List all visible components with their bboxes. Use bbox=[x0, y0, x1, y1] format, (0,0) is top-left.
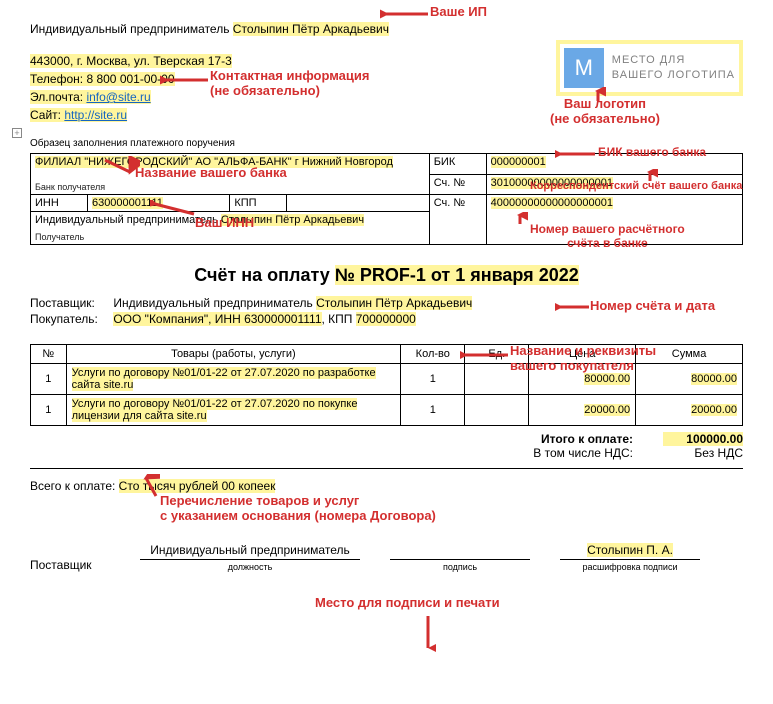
total-words: Всего к оплате: Сто тысяч рублей 00 копе… bbox=[30, 479, 743, 493]
bank-table: ФИЛИАЛ "НИЖЕГОРОДСКИЙ" АО "АЛЬФА-БАНК" г… bbox=[30, 153, 743, 245]
korr-value: 30100000000000000001 bbox=[491, 177, 613, 189]
buyer-row: Покупатель: ООО "Компания", ИНН 63000000… bbox=[30, 312, 743, 326]
ip-line: Индивидуальный предприниматель Столыпин … bbox=[30, 22, 743, 36]
rs-value: 40000000000000000001 bbox=[491, 197, 613, 209]
totals: Итого к оплате: 100000.00 В том числе НД… bbox=[30, 432, 743, 460]
ann-sign: Место для подписи и печати bbox=[315, 595, 500, 610]
ann-items: Перечисление товаров и услуг с указанием… bbox=[160, 493, 436, 523]
arrow-icon bbox=[380, 6, 430, 22]
items-table: № Товары (работы, услуги) Кол-во Ед. Цен… bbox=[30, 344, 743, 426]
inn-label: ИНН bbox=[31, 195, 88, 212]
arrow-icon bbox=[420, 614, 436, 654]
recipient-name: Столыпин Пётр Аркадьевич bbox=[221, 214, 364, 226]
bank-recipient-label: Банк получателя bbox=[35, 182, 425, 192]
table-row: 1Услуги по договору №01/01-22 от 27.07.2… bbox=[31, 364, 743, 395]
kpp-label: КПП bbox=[230, 195, 287, 212]
sample-caption: Образец заполнения платежного поручения bbox=[30, 138, 743, 149]
table-row: 1Услуги по договору №01/01-22 от 27.07.2… bbox=[31, 395, 743, 426]
signature-area: Поставщик Индивидуальный предприниматель… bbox=[30, 543, 743, 572]
sch-label-2: Сч. № bbox=[429, 195, 486, 245]
sch-label-1: Сч. № bbox=[429, 174, 486, 195]
ip-prefix: Индивидуальный предприниматель bbox=[30, 22, 233, 36]
bik-label: БИК bbox=[429, 154, 486, 175]
ann-contact: Контактная информация (не обязательно) bbox=[210, 68, 369, 98]
supplier-row: Поставщик: Индивидуальный предпринимател… bbox=[30, 296, 743, 310]
recipient-label: Получатель bbox=[35, 232, 425, 242]
address: 443000, г. Москва, ул. Тверская 17-3 bbox=[30, 54, 232, 68]
ip-name: Столыпин Пётр Аркадьевич bbox=[233, 22, 389, 36]
logo-placeholder: М МЕСТО ДЛЯ ВАШЕГО ЛОГОТИПА bbox=[556, 40, 743, 96]
recipient-prefix: Индивидуальный предприниматель bbox=[35, 214, 221, 226]
logo-text: МЕСТО ДЛЯ ВАШЕГО ЛОГОТИПА bbox=[612, 53, 735, 84]
ann-logo: Ваш логотип (не обязательно) bbox=[550, 96, 660, 126]
ann-ip: Ваше ИП bbox=[430, 4, 487, 19]
site-line: Сайт: http://site.ru bbox=[30, 108, 127, 122]
phone-line: Телефон: 8 800 001-00-00 bbox=[30, 72, 175, 86]
invoice-title: Счёт на оплату № PROF-1 от 1 января 2022 bbox=[30, 265, 743, 286]
items-header-row: № Товары (работы, услуги) Кол-во Ед. Цен… bbox=[31, 345, 743, 364]
bank-filial: ФИЛИАЛ "НИЖЕГОРОДСКИЙ" АО "АЛЬФА-БАНК" г… bbox=[35, 156, 393, 168]
bik-value: 000000001 bbox=[491, 156, 546, 168]
expand-icon: + bbox=[12, 128, 22, 138]
inn-value: 630000001111 bbox=[92, 197, 163, 209]
logo-square: М bbox=[564, 48, 604, 88]
email-line: Эл.почта: info@site.ru bbox=[30, 90, 151, 104]
